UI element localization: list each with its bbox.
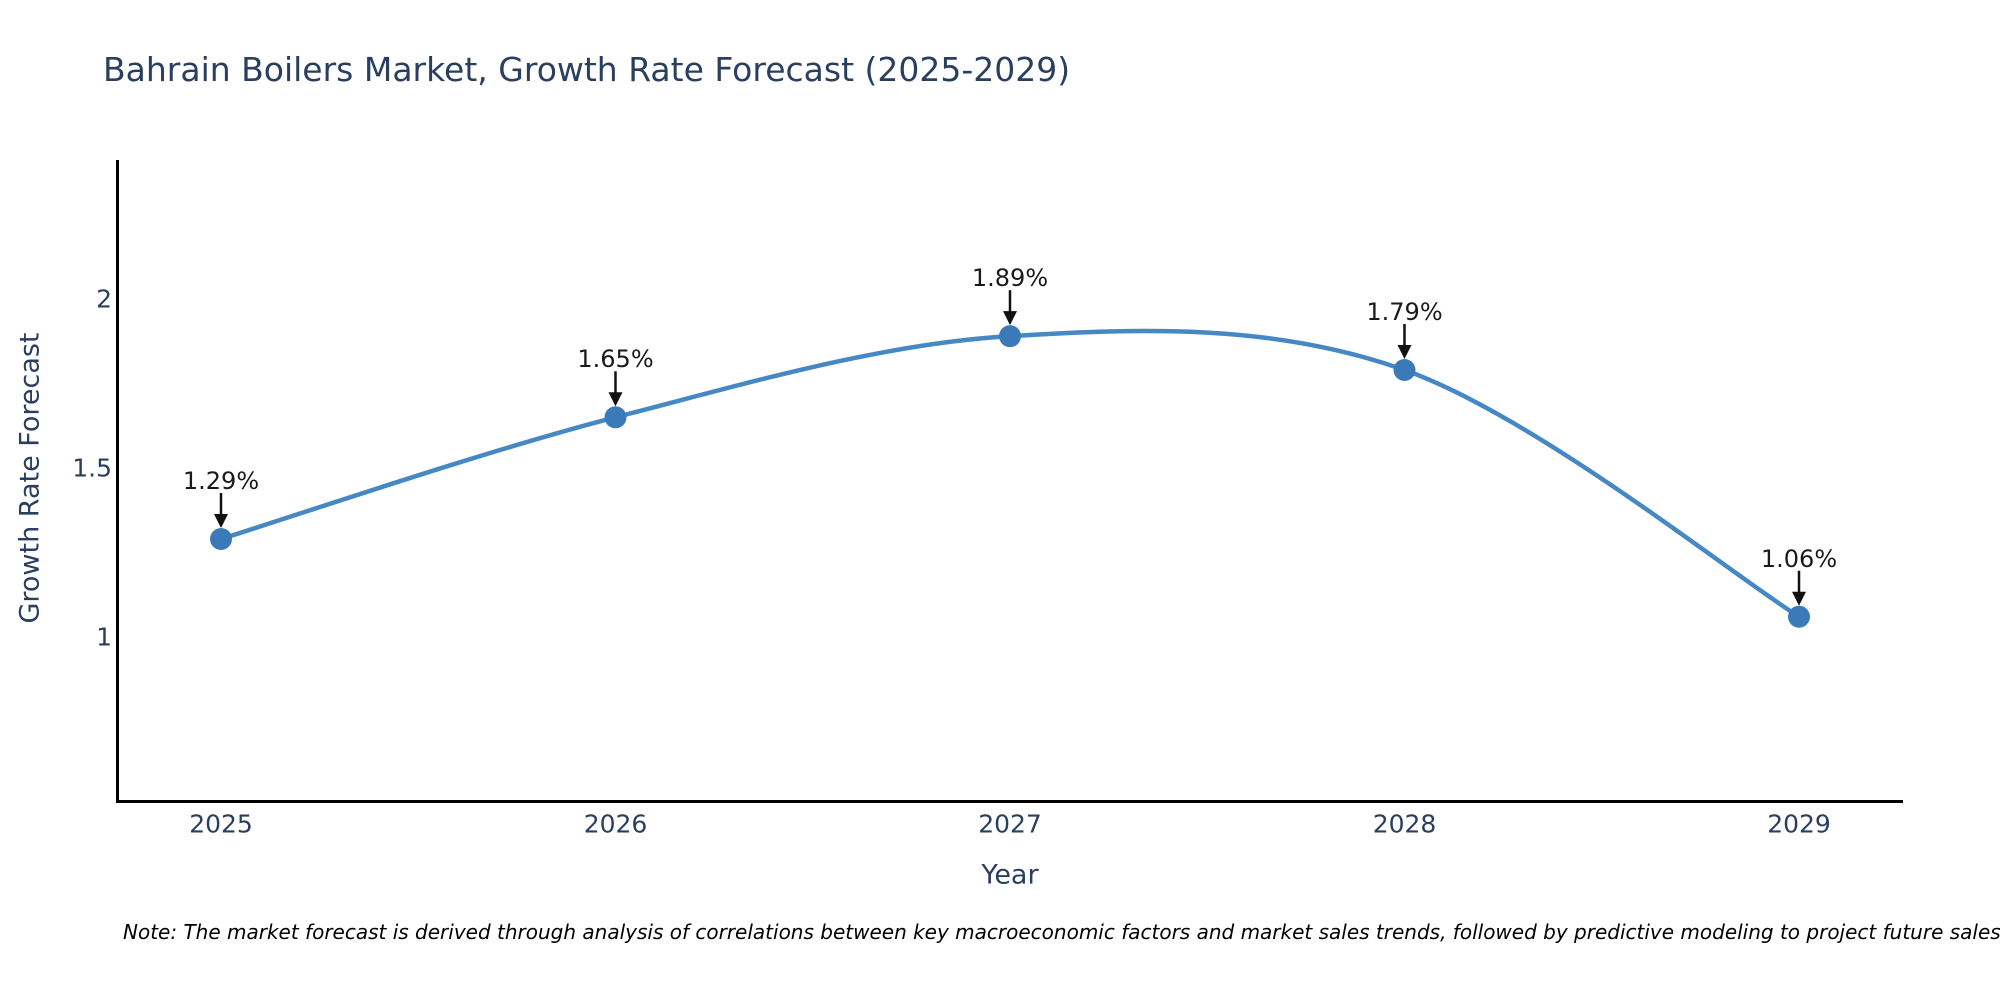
line-series (218, 328, 1802, 619)
y-tick-label: 1.5 (72, 453, 112, 483)
data-point-marker (1393, 358, 1416, 381)
annotation-arrowhead (1792, 591, 1806, 606)
annotation-arrowhead (1397, 344, 1412, 359)
y-tick-label: 2 (96, 284, 112, 314)
data-point-marker (999, 325, 1021, 348)
x-axis-title: Year (981, 859, 1039, 891)
y-axis-title: Growth Rate Forecast (14, 332, 46, 624)
x-tick-label: 2025 (189, 809, 253, 839)
chart-note: Note: The market forecast is derived thr… (123, 920, 2000, 944)
x-tick-label: 2028 (1372, 809, 1437, 839)
y-axis-line (116, 160, 119, 803)
data-label: 1.79% (1366, 297, 1443, 326)
data-label: 1.29% (182, 466, 260, 495)
data-label: 1.06% (1760, 544, 1838, 573)
data-label: 1.89% (971, 264, 1049, 293)
data-point-marker (604, 406, 627, 429)
annotation-arrowhead (1003, 311, 1017, 326)
data-point-marker (210, 527, 232, 550)
y-tick-label: 1 (96, 622, 112, 652)
x-tick-label: 2026 (583, 809, 648, 839)
x-axis-line (116, 800, 1903, 803)
annotation-arrowhead (608, 392, 623, 407)
annotation-arrowhead (214, 513, 228, 528)
data-point-marker (1788, 605, 1810, 628)
data-label: 1.65% (577, 345, 654, 374)
x-tick-label: 2029 (1767, 809, 1831, 839)
x-tick-label: 2027 (978, 809, 1042, 839)
chart-title: Bahrain Boilers Market, Growth Rate Fore… (103, 50, 1071, 89)
